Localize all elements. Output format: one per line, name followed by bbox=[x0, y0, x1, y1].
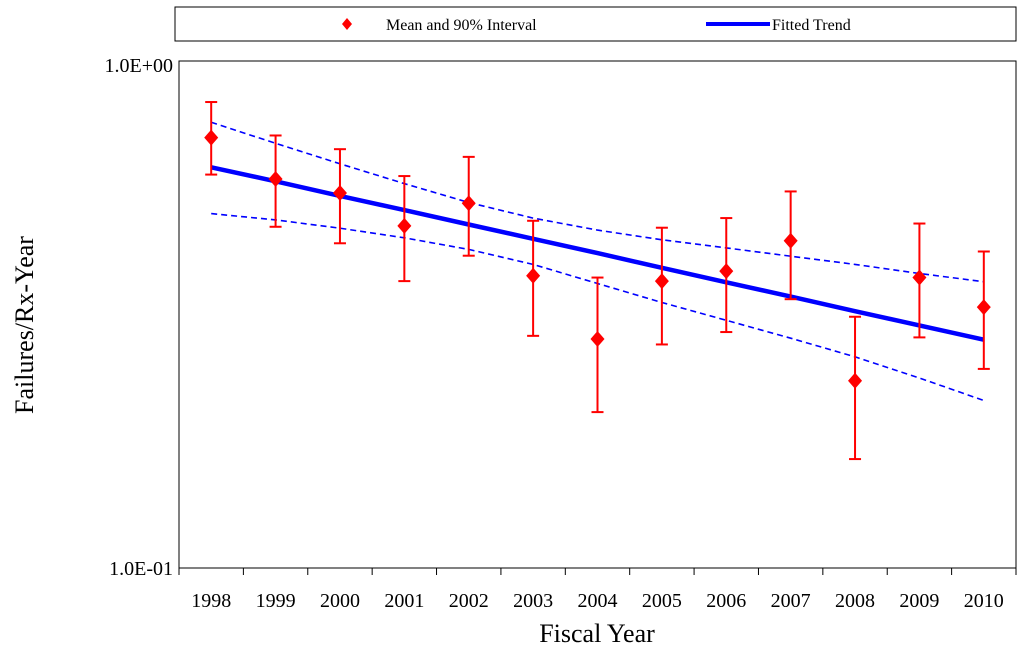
x-tick-label: 2008 bbox=[835, 590, 875, 612]
y-tick-label-bottom: 1.0E-01 bbox=[109, 558, 173, 580]
x-tick-label: 2002 bbox=[449, 590, 489, 612]
legend-entry-trend: Fitted Trend bbox=[772, 17, 851, 34]
mean-point bbox=[912, 269, 927, 286]
x-tick-label: 2005 bbox=[642, 590, 682, 612]
mean-point bbox=[590, 330, 605, 347]
mean-point bbox=[526, 267, 541, 284]
x-axis-ticks bbox=[178, 568, 1017, 575]
mean-point bbox=[976, 299, 991, 316]
mean-point bbox=[204, 129, 219, 146]
mean-point bbox=[268, 171, 283, 188]
legend-box bbox=[174, 6, 1017, 42]
mean-point bbox=[332, 185, 347, 202]
error-bars bbox=[205, 101, 990, 461]
x-tick-label: 2001 bbox=[384, 590, 424, 612]
x-tick-label: 2003 bbox=[513, 590, 553, 612]
x-tick-label: 2006 bbox=[706, 590, 746, 612]
x-tick-label: 2010 bbox=[964, 590, 1004, 612]
mean-point bbox=[783, 232, 798, 249]
x-tick-label: 1998 bbox=[191, 590, 231, 612]
y-tick-label-top: 1.0E+00 bbox=[105, 55, 174, 77]
x-tick-label: 2004 bbox=[578, 590, 618, 612]
mean-point bbox=[848, 372, 863, 389]
x-tick-label: 2007 bbox=[771, 590, 811, 612]
mean-point bbox=[397, 217, 412, 234]
x-tick-label: 1999 bbox=[256, 590, 296, 612]
upper-bound-line bbox=[210, 121, 984, 283]
x-axis-labels: 1998 1999 2000 2001 2002 2003 2004 2005 2006 2007… bbox=[191, 590, 1004, 612]
mean-point bbox=[654, 273, 669, 290]
y-axis-title: Failures/Rx-Year bbox=[10, 236, 39, 414]
x-tick-label: 2000 bbox=[320, 590, 360, 612]
x-axis-title: Fiscal Year bbox=[539, 619, 655, 648]
mean-markers bbox=[204, 129, 991, 389]
legend: Mean and 90% Interval Fitted Trend bbox=[174, 6, 1017, 42]
mean-point bbox=[461, 195, 476, 212]
legend-entry-mean: Mean and 90% Interval bbox=[386, 17, 537, 34]
legend-diamond-marker bbox=[342, 18, 352, 30]
mean-point bbox=[719, 263, 734, 280]
x-tick-label: 2009 bbox=[899, 590, 939, 612]
plot-area bbox=[178, 60, 1017, 569]
